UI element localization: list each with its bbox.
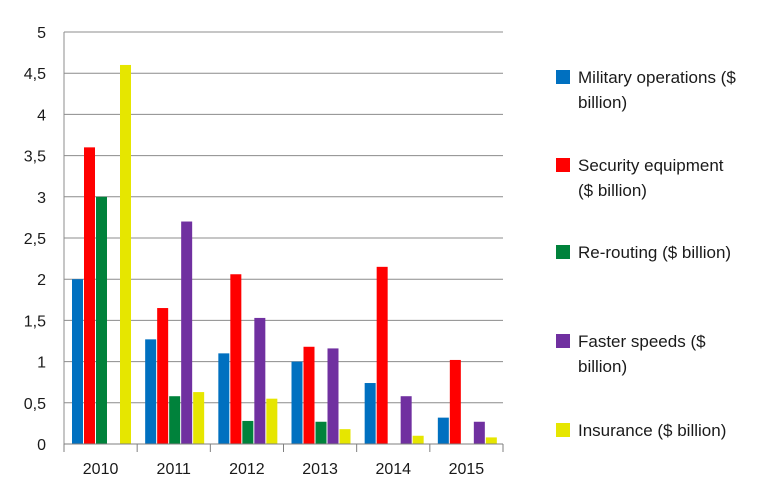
bar-re-routing: [242, 420, 254, 444]
y-tick-label: 2: [37, 272, 46, 289]
legend-label: billion): [578, 357, 627, 376]
bar-faster: [473, 421, 485, 444]
bar-insurance: [412, 435, 424, 444]
x-tick-label: 2010: [83, 461, 119, 478]
x-tick-label: 2013: [302, 461, 338, 478]
y-tick-label: 4,5: [24, 66, 46, 83]
bar-military: [437, 417, 449, 444]
bar-security: [449, 359, 461, 444]
legend-label: Faster speeds ($: [578, 332, 706, 351]
legend-item: Faster speeds ($ billion): [556, 332, 706, 376]
x-tick-label: 2014: [375, 461, 411, 478]
legend: Military operations ($ billion) Security e…: [556, 68, 736, 440]
bar-insurance: [485, 437, 497, 444]
bar-re-routing: [96, 196, 107, 444]
bars: [72, 64, 497, 445]
legend-label: Security equipment: [578, 156, 724, 175]
legend-swatch: [556, 70, 570, 84]
bar-insurance: [339, 429, 351, 444]
bar-faster: [400, 396, 412, 444]
bar-security: [230, 274, 242, 444]
x-tick-label: 2015: [449, 461, 485, 478]
y-tick-label: 3,5: [24, 149, 46, 166]
x-tick-label: 2011: [157, 461, 192, 478]
legend-item: Military operations ($ billion): [556, 68, 736, 112]
legend-label: billion): [578, 93, 627, 112]
gridlines: [63, 31, 503, 445]
bar-faster: [254, 317, 266, 444]
y-tick-label: 3: [37, 190, 46, 207]
bar-re-routing: [169, 396, 181, 444]
legend-swatch: [556, 245, 570, 259]
y-axis-tick-labels: 0 0,5 1 1,5 2 2,5 3 3,5 4 4,5 5: [24, 25, 46, 454]
bar-military: [364, 383, 376, 444]
legend-label: Military operations ($: [578, 68, 736, 87]
legend-swatch: [556, 158, 570, 172]
legend-item: Insurance ($ billion): [556, 421, 726, 440]
bar-security: [84, 147, 95, 445]
bar-re-routing: [315, 421, 327, 444]
bar-military: [72, 279, 83, 444]
bar-military: [291, 361, 303, 444]
bar-faster: [327, 348, 339, 444]
bar-insurance: [193, 392, 205, 444]
bar-security: [376, 266, 388, 444]
y-tick-label: 1: [37, 355, 46, 372]
y-tick-label: 0: [37, 437, 46, 454]
x-axis: 2010 2011 2012 2013 2014 2015: [63, 443, 504, 478]
legend-swatch: [556, 334, 570, 348]
legend-label: ($ billion): [578, 181, 647, 200]
y-tick-label: 5: [37, 25, 46, 42]
bar-faster: [181, 221, 193, 444]
legend-swatch: [556, 423, 570, 437]
x-tick-label: 2012: [229, 461, 265, 478]
bar-military: [218, 353, 230, 444]
bar-insurance: [120, 64, 131, 445]
bar-insurance: [266, 398, 278, 444]
y-tick-label: 2,5: [24, 231, 46, 248]
bar-military: [145, 339, 157, 444]
legend-item: Re-routing ($ billion): [556, 243, 731, 262]
legend-item: Security equipment ($ billion): [556, 156, 724, 200]
y-tick-label: 4: [37, 107, 46, 124]
legend-label: Re-routing ($ billion): [578, 243, 731, 262]
y-tick-label: 1,5: [24, 313, 46, 330]
y-tick-label: 0,5: [24, 396, 46, 413]
legend-label: Insurance ($ billion): [578, 421, 726, 440]
bar-security: [157, 308, 169, 444]
bar-security: [303, 346, 315, 444]
